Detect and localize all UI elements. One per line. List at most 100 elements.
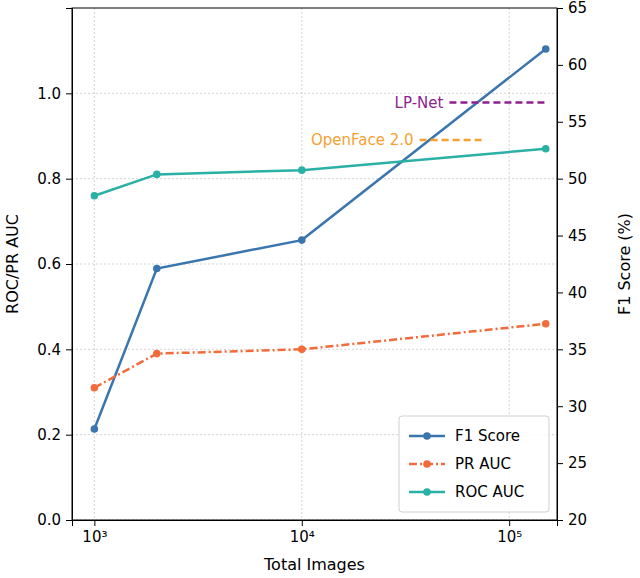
tick-mark bbox=[66, 264, 72, 265]
series-marker bbox=[298, 346, 306, 354]
series-marker bbox=[91, 384, 99, 392]
legend-label: ROC AUC bbox=[455, 483, 524, 501]
legend-marker bbox=[423, 460, 431, 468]
tick-label: 20 bbox=[568, 511, 587, 529]
tick: 10⁴ bbox=[290, 520, 315, 546]
tick-label: 50 bbox=[568, 170, 587, 188]
grid-line bbox=[94, 8, 95, 520]
series-marker bbox=[153, 350, 161, 358]
series-marker bbox=[298, 236, 306, 244]
tick-label: 0.0 bbox=[37, 511, 61, 529]
tick: 10⁵ bbox=[497, 520, 522, 546]
legend-box bbox=[399, 416, 549, 512]
tick: 1.0 bbox=[37, 85, 72, 103]
tick-mark bbox=[66, 520, 72, 521]
axis-line bbox=[558, 9, 564, 521]
series-marker bbox=[153, 171, 161, 179]
tick-mark bbox=[509, 520, 510, 526]
series-marker bbox=[542, 145, 550, 153]
tick-mark bbox=[66, 93, 72, 94]
legend-label: F1 Score bbox=[455, 427, 520, 445]
plot-area bbox=[91, 45, 550, 433]
legend-label: PR AUC bbox=[455, 455, 511, 473]
grid bbox=[72, 8, 557, 520]
grid-line bbox=[72, 93, 557, 94]
tick-label: 0.8 bbox=[37, 170, 61, 188]
tick: 65 bbox=[557, 0, 587, 17]
tick-mark bbox=[557, 349, 563, 350]
tick-mark bbox=[557, 292, 563, 293]
tick-label: 1.0 bbox=[37, 85, 61, 103]
tick: 0.2 bbox=[37, 426, 72, 444]
tick: 0.4 bbox=[37, 341, 72, 359]
tick-label: 30 bbox=[568, 398, 587, 416]
tick: 35 bbox=[557, 341, 587, 359]
axis-line bbox=[66, 9, 73, 521]
tick-label: 10⁴ bbox=[290, 528, 315, 546]
annotation-label: OpenFace 2.0 bbox=[311, 131, 414, 149]
annotation-line bbox=[449, 101, 545, 104]
series-marker bbox=[542, 320, 550, 328]
tick-label: 10³ bbox=[82, 528, 107, 546]
tick-label: 55 bbox=[568, 113, 587, 131]
tick-mark bbox=[302, 520, 303, 526]
y-axis-title: ROC/PR AUC bbox=[3, 214, 22, 314]
tick: 50 bbox=[557, 170, 587, 188]
tick: 60 bbox=[557, 56, 587, 74]
tick-mark bbox=[94, 520, 95, 526]
tick-mark bbox=[66, 435, 72, 436]
tick: 0.0 bbox=[37, 511, 72, 529]
tick: 40 bbox=[557, 284, 587, 302]
series-marker bbox=[91, 192, 99, 200]
tick-mark bbox=[557, 122, 563, 123]
tick-mark bbox=[66, 349, 72, 350]
tick-label: 40 bbox=[568, 284, 587, 302]
legend: F1 Score PR AUC ROC AUC bbox=[399, 416, 549, 512]
axis-line bbox=[73, 521, 558, 527]
legend-marker bbox=[423, 488, 431, 496]
y2-axis-title: F1 Score (%) bbox=[615, 213, 634, 315]
tick-mark bbox=[557, 236, 563, 237]
series-marker bbox=[153, 265, 161, 273]
tick: 0.6 bbox=[37, 255, 72, 273]
y2-axis: 20 25 30 35 40 45 50 55 60 65 bbox=[557, 0, 587, 529]
tick-label: 60 bbox=[568, 56, 587, 74]
annotation-line bbox=[420, 139, 486, 142]
chart: 10³ 10⁴ 10⁵ 0.0 0.2 0.4 0.6 0.8 1.0 20 25 30 35 40 45 5… bbox=[0, 0, 640, 578]
series-marker bbox=[91, 425, 99, 433]
tick-mark bbox=[557, 179, 563, 180]
series-line bbox=[94, 324, 545, 388]
tick-mark bbox=[66, 179, 72, 180]
tick-label: 0.4 bbox=[37, 341, 61, 359]
tick-mark bbox=[557, 463, 563, 464]
x-axis: 10³ 10⁴ 10⁵ bbox=[73, 520, 558, 546]
series-marker bbox=[542, 45, 550, 53]
grid-line bbox=[72, 264, 557, 265]
series-marker bbox=[298, 166, 306, 174]
tick-mark bbox=[557, 406, 563, 407]
tick: 45 bbox=[557, 227, 587, 245]
tick-label: 25 bbox=[568, 454, 587, 472]
annotation-label: LP-Net bbox=[395, 94, 444, 112]
plot-frame bbox=[72, 8, 557, 520]
tick-mark bbox=[557, 520, 563, 521]
tick-mark bbox=[557, 65, 563, 66]
tick: 10³ bbox=[82, 520, 107, 546]
series-line bbox=[94, 49, 545, 429]
tick-label: 35 bbox=[568, 341, 587, 359]
tick-label: 10⁵ bbox=[497, 528, 522, 546]
y-axis: 0.0 0.2 0.4 0.6 0.8 1.0 bbox=[37, 9, 72, 530]
tick: 30 bbox=[557, 398, 587, 416]
tick: 20 bbox=[557, 511, 587, 529]
tick: 55 bbox=[557, 113, 587, 131]
tick-label: 45 bbox=[568, 227, 587, 245]
tick-label: 0.2 bbox=[37, 426, 61, 444]
x-axis-title: Total Images bbox=[263, 555, 365, 574]
series-line bbox=[94, 149, 545, 196]
tick-label: 0.6 bbox=[37, 255, 61, 273]
tick-label: 65 bbox=[568, 0, 587, 17]
tick: 0.8 bbox=[37, 170, 72, 188]
tick-mark bbox=[557, 8, 563, 9]
legend-marker bbox=[423, 432, 431, 440]
tick: 25 bbox=[557, 454, 587, 472]
